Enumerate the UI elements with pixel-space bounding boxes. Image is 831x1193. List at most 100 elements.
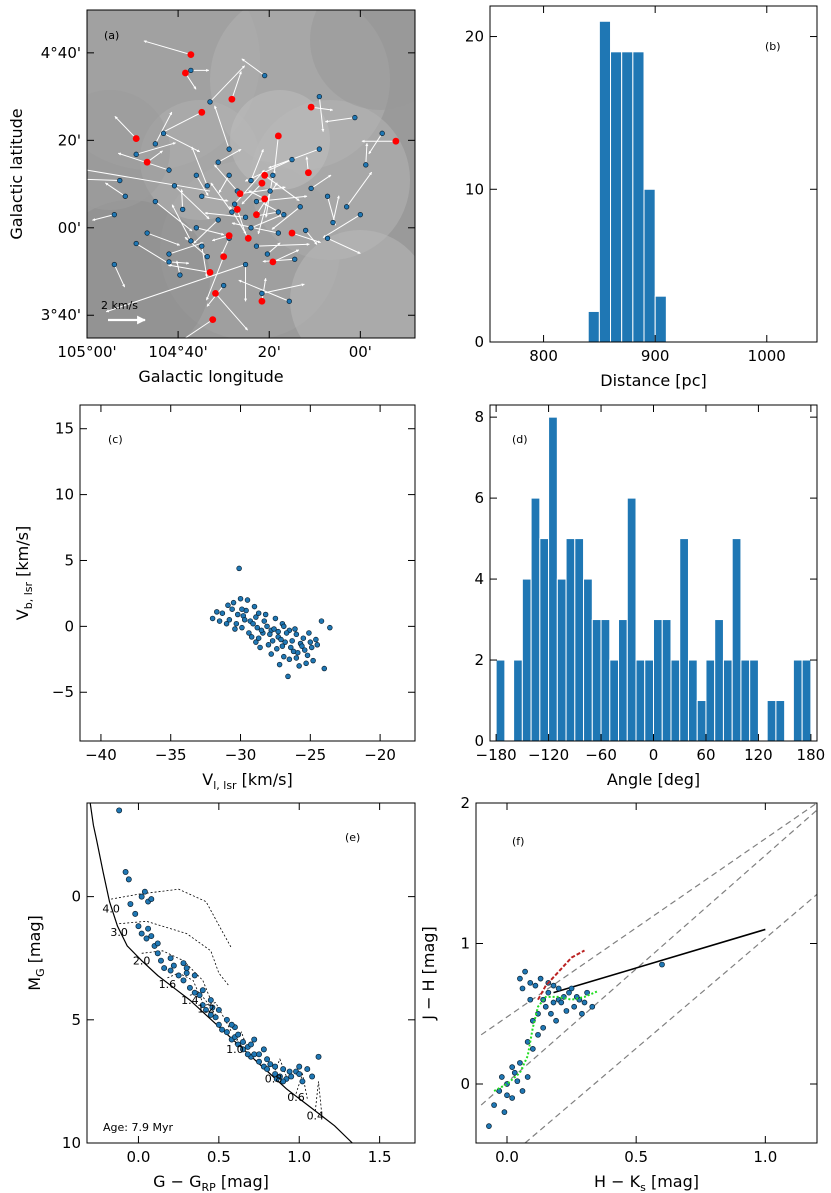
velocity-point bbox=[314, 642, 321, 648]
proper-motion-arrow bbox=[311, 106, 334, 112]
red-star-point bbox=[228, 95, 236, 103]
histogram-bar bbox=[670, 659, 681, 742]
velocity-point bbox=[233, 620, 240, 627]
red-star-point bbox=[225, 232, 233, 240]
star-point bbox=[292, 256, 298, 262]
velocity-point bbox=[281, 653, 287, 660]
proper-motion-arrow bbox=[322, 214, 361, 238]
proper-motion-arrow bbox=[305, 230, 318, 245]
cmd-point bbox=[264, 1066, 271, 1073]
cmd-point bbox=[304, 1066, 311, 1073]
proper-motion-arrow bbox=[239, 186, 286, 195]
star-point bbox=[152, 198, 158, 205]
proper-motion-arrow bbox=[244, 159, 293, 182]
proper-motion-arrow bbox=[168, 261, 190, 265]
histogram-bar bbox=[521, 578, 532, 742]
ccd-point bbox=[509, 1095, 516, 1101]
velocity-point bbox=[226, 617, 233, 623]
histogram-bar bbox=[792, 659, 803, 742]
star-point bbox=[204, 254, 210, 260]
star-point bbox=[242, 261, 249, 268]
proper-motion-arrow bbox=[327, 237, 361, 254]
cmd-point bbox=[138, 930, 145, 937]
velocity-point bbox=[310, 657, 316, 664]
velocity-point bbox=[307, 639, 314, 645]
proper-motion-arrow bbox=[231, 222, 279, 234]
cmd-point bbox=[223, 1016, 230, 1023]
cmd-point bbox=[161, 965, 168, 972]
star-point bbox=[275, 230, 281, 236]
y-tick-label: 5 bbox=[71, 1011, 81, 1029]
histogram-bar bbox=[731, 538, 742, 742]
red-star-point bbox=[198, 108, 206, 116]
proper-motion-arrow bbox=[241, 182, 263, 205]
star-point bbox=[264, 251, 271, 257]
histogram-bar bbox=[653, 619, 663, 742]
velocity-point bbox=[275, 628, 281, 635]
cmd-point bbox=[199, 987, 206, 994]
cmd-point bbox=[170, 962, 177, 969]
velocity-point bbox=[239, 606, 245, 612]
reddening-lines bbox=[480, 803, 817, 1143]
velocity-point bbox=[244, 597, 251, 603]
histogram-bar bbox=[556, 578, 567, 742]
red-star-point bbox=[220, 253, 228, 261]
star-point bbox=[111, 261, 117, 268]
map-cloud bbox=[310, 10, 415, 110]
histogram-bar bbox=[600, 619, 611, 742]
x-tick-label: 104°40' bbox=[148, 343, 207, 361]
velocity-point bbox=[254, 624, 261, 631]
proper-motion-arrow bbox=[291, 232, 321, 244]
cmd-point bbox=[207, 1011, 214, 1018]
cmd-point bbox=[209, 1004, 216, 1011]
star-point bbox=[166, 259, 172, 265]
star-point bbox=[204, 183, 210, 189]
proper-motion-arrow bbox=[168, 242, 204, 255]
map-cloud bbox=[87, 200, 210, 338]
star-point bbox=[193, 225, 199, 231]
star-point bbox=[226, 146, 232, 152]
star-point bbox=[122, 193, 128, 199]
cmd-point bbox=[167, 967, 174, 974]
proper-motion-arrow bbox=[214, 164, 238, 192]
proper-motion-arrow bbox=[262, 258, 295, 263]
cmd-point bbox=[256, 1051, 262, 1058]
y-tick-label: 2 bbox=[460, 794, 470, 812]
velocity-point bbox=[267, 631, 273, 638]
ccd-point bbox=[486, 1123, 492, 1129]
proper-motion-arrow bbox=[193, 219, 219, 244]
velocity-point bbox=[219, 610, 226, 616]
x-tick-label: 1000 bbox=[748, 347, 786, 365]
map-background bbox=[87, 10, 415, 338]
x-tick-label: 1.5 bbox=[368, 1148, 392, 1166]
cmd-point bbox=[180, 977, 187, 984]
proper-motion-arrow bbox=[204, 211, 246, 218]
red-star-point bbox=[305, 169, 312, 177]
histogram-bar bbox=[587, 310, 600, 343]
cmd-point bbox=[191, 989, 198, 996]
velocity-point bbox=[313, 636, 319, 643]
star-point bbox=[324, 193, 331, 199]
cmd-point bbox=[145, 925, 152, 932]
y-axis-label: J − H [mag] bbox=[419, 926, 438, 1020]
proper-motion-arrow bbox=[105, 264, 246, 313]
cmd-point bbox=[125, 876, 132, 883]
x-tick-label: −40 bbox=[85, 746, 117, 764]
panel-label: (c) bbox=[108, 433, 123, 446]
ccd-point bbox=[514, 1078, 521, 1085]
red-star-point bbox=[182, 69, 189, 77]
ccd-point bbox=[498, 1074, 505, 1080]
histogram-bar bbox=[626, 497, 637, 742]
velocity-point bbox=[304, 652, 311, 659]
red-star-point bbox=[261, 171, 269, 179]
proper-motion-arrow bbox=[234, 169, 265, 205]
star-point bbox=[344, 204, 350, 210]
y-tick-label: 0 bbox=[460, 1075, 470, 1093]
star-point bbox=[352, 114, 358, 121]
ctts-locus bbox=[553, 928, 766, 994]
x-axis-label: G − GRP [mag] bbox=[153, 1172, 269, 1193]
cmd-point bbox=[273, 1075, 280, 1082]
star-point bbox=[281, 212, 287, 218]
proper-motion-arrow bbox=[310, 174, 332, 189]
velocity-point bbox=[268, 651, 274, 657]
